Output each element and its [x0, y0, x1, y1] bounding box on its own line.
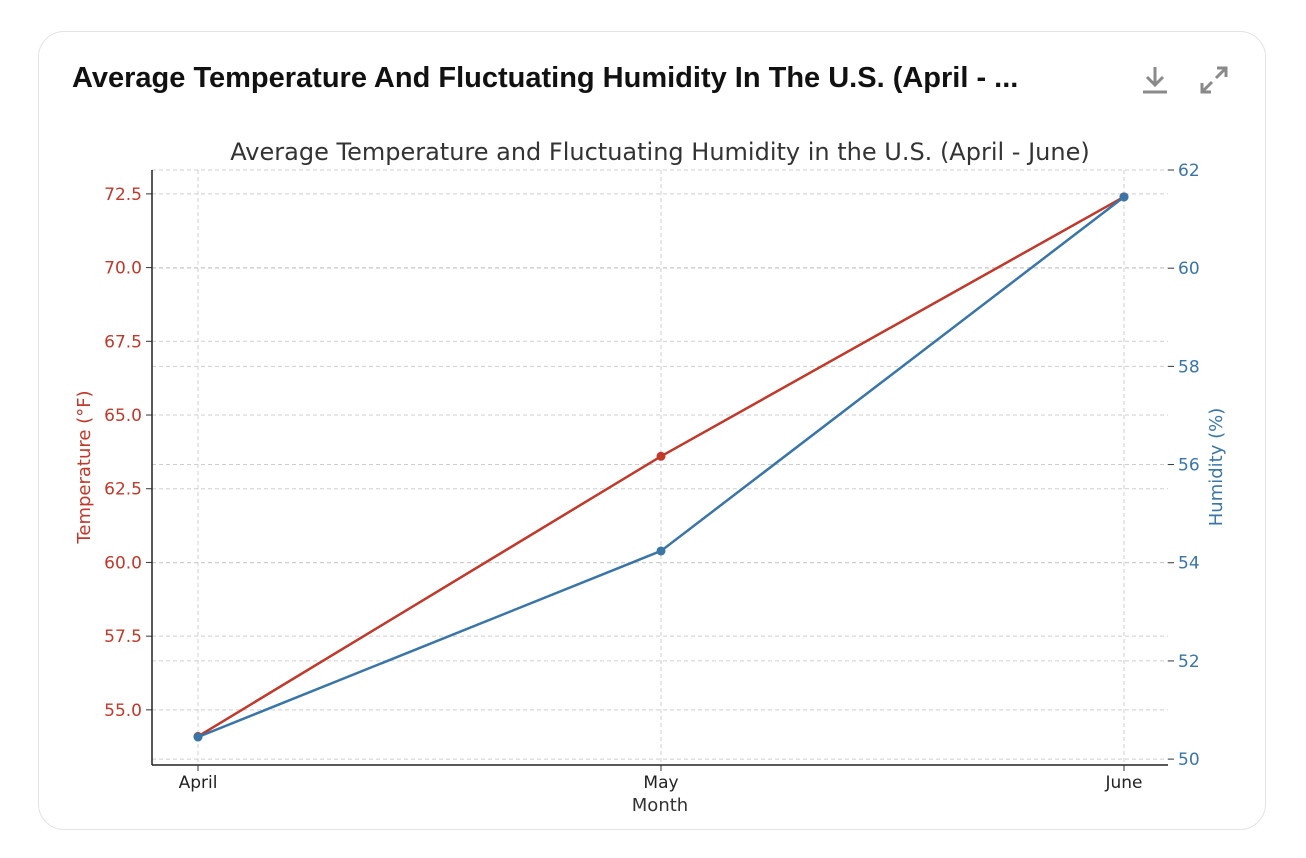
- y-left-tick-label: 62.5: [104, 480, 142, 500]
- expand-icon[interactable]: [1196, 62, 1232, 98]
- y-left-tick-label: 72.5: [104, 185, 142, 205]
- x-tick-label: June: [1104, 773, 1142, 793]
- x-tick-label: April: [179, 773, 218, 793]
- x-axis-label: Month: [632, 795, 688, 816]
- chart-title: Average Temperature and Fluctuating Humi…: [230, 138, 1089, 166]
- y-right-axis-label: Humidity (%): [1206, 408, 1227, 527]
- data-point: [656, 546, 666, 556]
- y-right-tick-label: 54: [1178, 554, 1200, 574]
- y-right-tick-label: 58: [1178, 357, 1200, 377]
- y-left-axis-label: Temperature (°F): [74, 390, 95, 544]
- y-right-tick-label: 60: [1178, 259, 1200, 279]
- y-left-tick-label: 57.5: [104, 627, 142, 647]
- y-left-tick-label: 55.0: [104, 701, 142, 721]
- y-right-tick-label: 50: [1178, 750, 1200, 770]
- download-icon[interactable]: [1137, 62, 1173, 98]
- y-right-tick-label: 62: [1178, 161, 1200, 181]
- data-point: [193, 732, 203, 742]
- y-left-tick-label: 67.5: [104, 332, 142, 352]
- y-left-tick-label: 60.0: [104, 553, 142, 573]
- x-tick-label: May: [643, 773, 678, 793]
- chart-card: [38, 31, 1266, 830]
- y-left-tick-label: 65.0: [104, 406, 142, 426]
- card-title: Average Temperature And Fluctuating Humi…: [72, 62, 1019, 94]
- data-point: [656, 451, 666, 461]
- data-point: [1119, 192, 1129, 202]
- y-left-tick-label: 70.0: [104, 259, 142, 279]
- y-right-tick-label: 56: [1178, 456, 1200, 476]
- y-right-tick-label: 52: [1178, 652, 1200, 672]
